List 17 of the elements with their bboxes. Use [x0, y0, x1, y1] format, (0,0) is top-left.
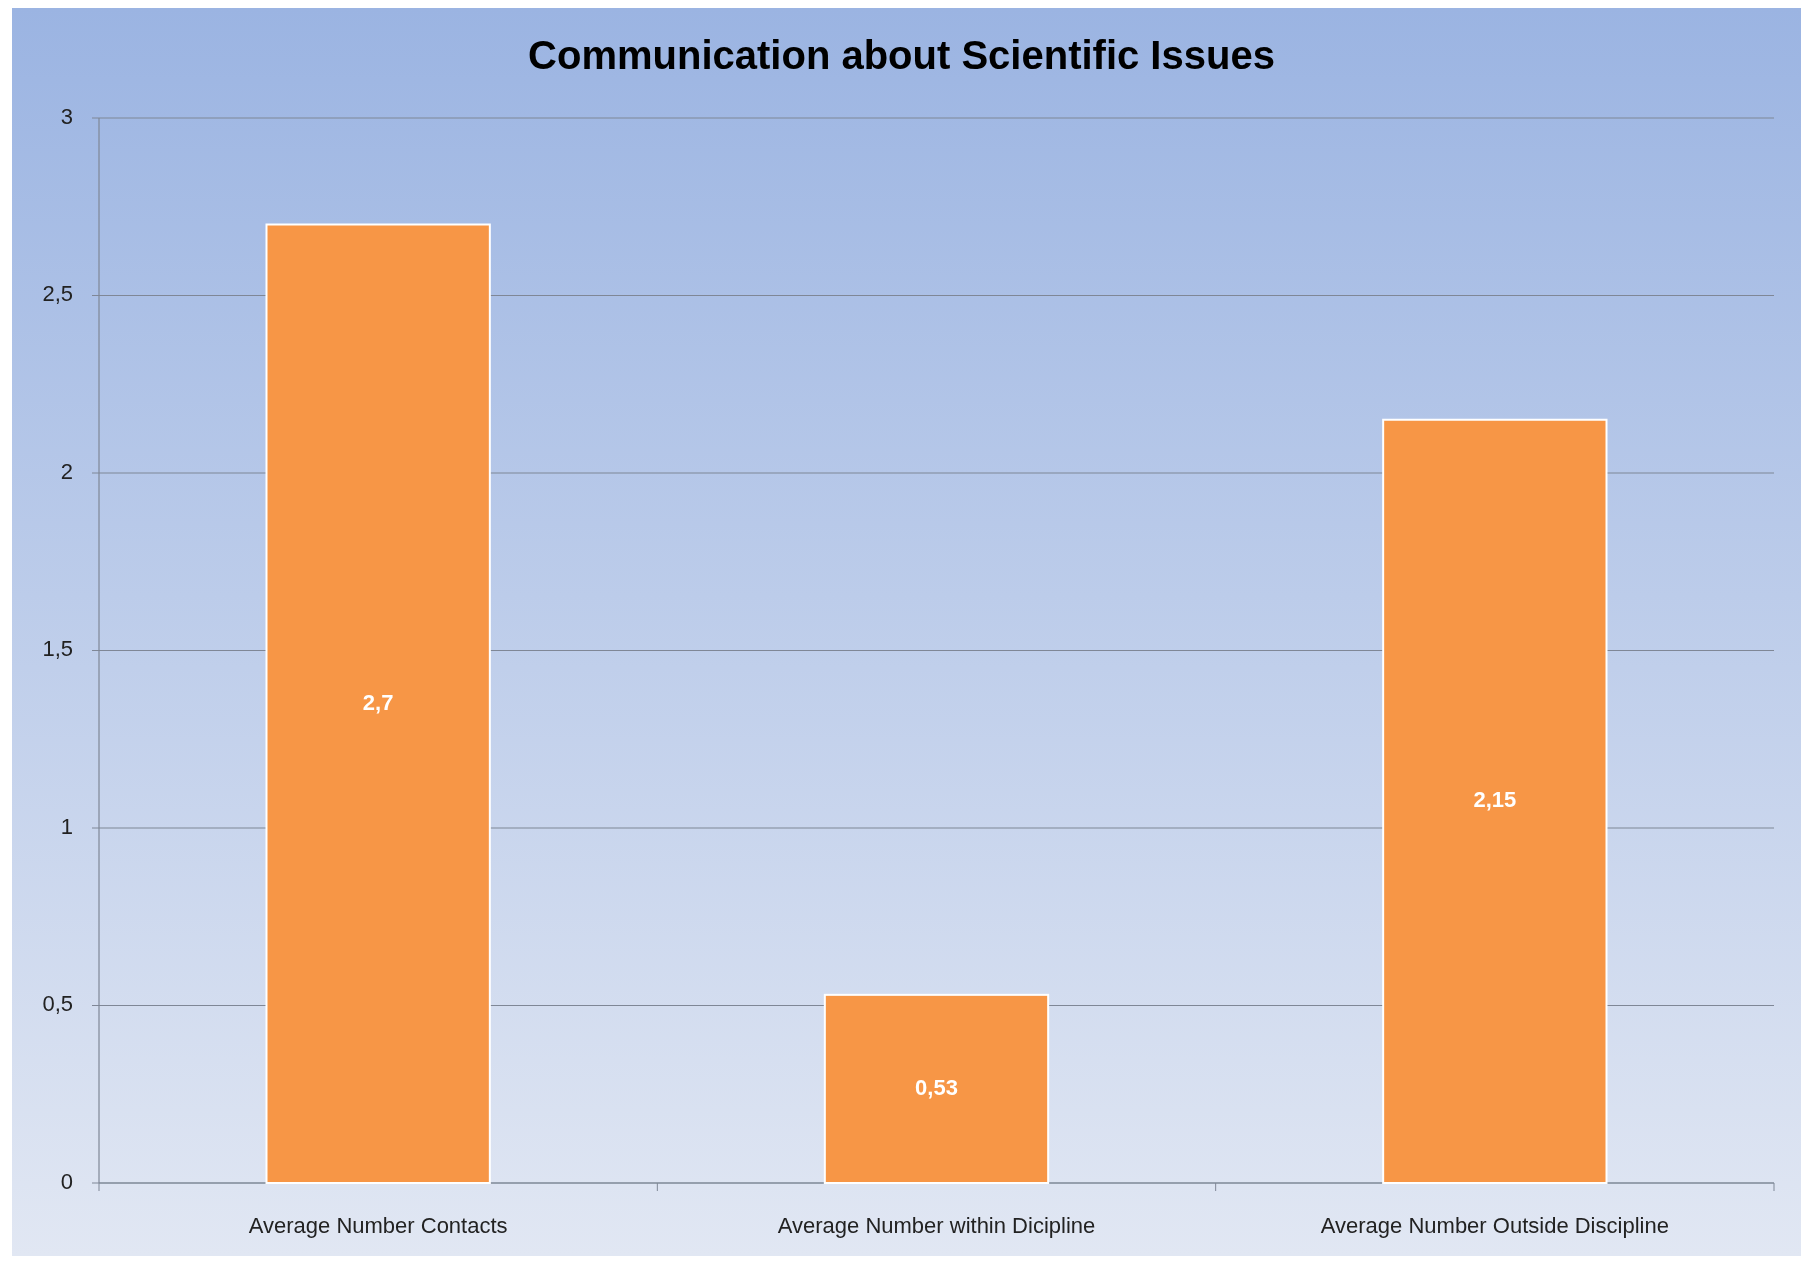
y-tick-label: 3 [60, 103, 73, 129]
bar [823, 993, 1050, 1184]
data-label: 0,53 [915, 1074, 958, 1100]
bar [265, 223, 491, 1184]
y-tick-label: 0 [60, 1168, 73, 1194]
bar [1382, 418, 1608, 1184]
data-label: 2,15 [1473, 787, 1517, 813]
x-tick-label: Average Number Contacts [248, 1212, 508, 1238]
y-tick-label: 1,5 [42, 636, 73, 662]
chart-title: Communication about Scientific Issues [528, 32, 1275, 77]
x-tick-label: Average Number within Dicipline [777, 1212, 1096, 1238]
data-label: 2,7 [362, 689, 394, 715]
x-tick-label: Average Number Outside Discipline [1320, 1212, 1669, 1238]
y-tick-label: 0,5 [42, 991, 73, 1017]
y-tick-label: 2,5 [42, 281, 73, 307]
y-tick-label: 2 [60, 458, 73, 484]
y-tick-label: 1 [60, 813, 73, 839]
